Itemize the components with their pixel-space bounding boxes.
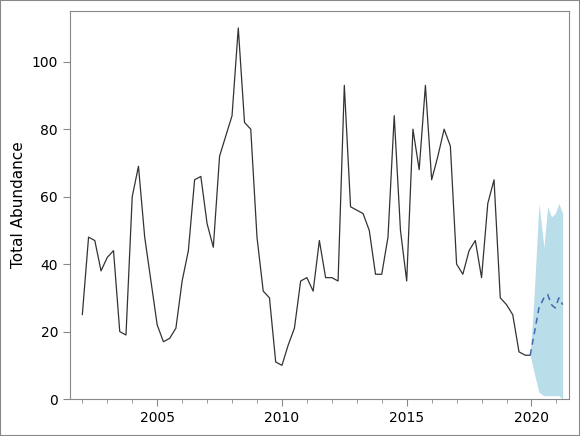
Y-axis label: Total Abundance: Total Abundance xyxy=(11,142,26,269)
